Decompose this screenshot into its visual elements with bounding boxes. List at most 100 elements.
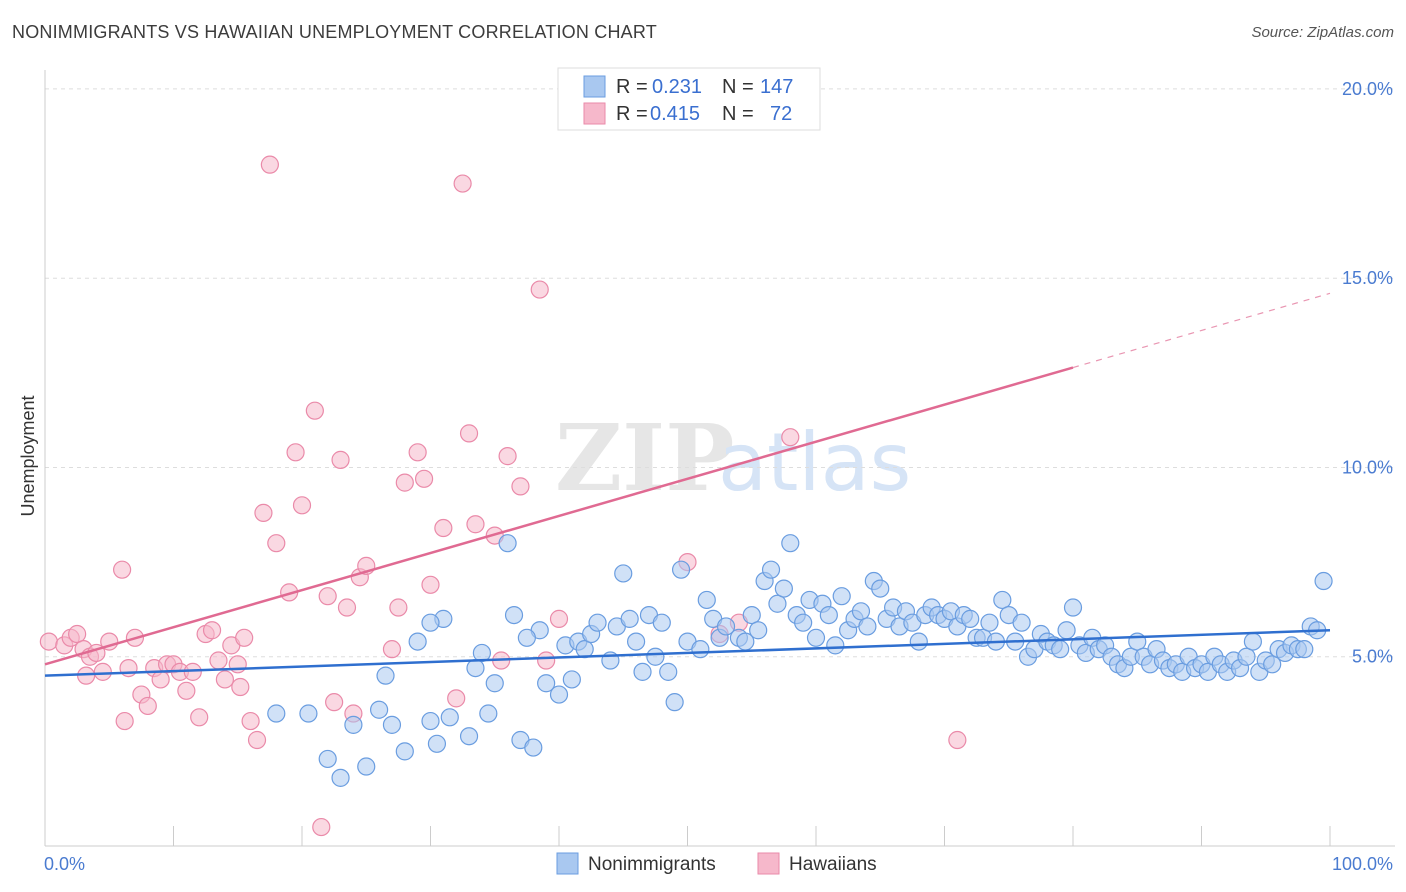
hawaiians-point-62: [511, 477, 530, 496]
nonimmigrants-point-53: [749, 621, 768, 640]
hawaiians-point-40: [312, 817, 331, 837]
nonimmigrants-point-66: [832, 587, 851, 606]
hawaiians-point-27: [215, 670, 234, 689]
nonimmigrants-point-36: [626, 632, 646, 651]
nonimmigrants-point-25: [537, 674, 556, 693]
hawaiians-point-63: [530, 280, 549, 299]
hawaiians-point-70: [948, 730, 967, 750]
bottom-legend-nonimmigrants: Nonimmigrants: [588, 854, 716, 875]
nonimmigrants-point-20: [498, 534, 517, 553]
watermark: ZIP atlas: [555, 404, 911, 512]
hawaiians-point-57: [459, 424, 479, 443]
bottom-legend-hawaiians: Hawaiians: [789, 854, 877, 875]
legend-swatch-hawaiians: [583, 102, 606, 125]
hawaiians-point-31: [241, 711, 260, 731]
nonimmigrants-point-100: [1051, 640, 1070, 659]
series-legend: Nonimmigrants Hawaiians: [556, 852, 877, 875]
x-tick-label-min: 0.0%: [44, 854, 85, 874]
nonimmigrants-point-5: [344, 715, 363, 734]
nonimmigrants-point-138: [1295, 640, 1314, 659]
y-tick-label-1: 5.0%: [1352, 647, 1393, 667]
nonimmigrants-point-6: [357, 757, 376, 776]
hawaiians-point-38: [292, 496, 312, 515]
nonimmigrants-point-21: [504, 605, 524, 625]
nonimmigrants-point-55: [761, 560, 781, 579]
nonimmigrants-point-28: [562, 670, 581, 689]
hawaiians-point-1: [39, 632, 58, 651]
hawaiians-point-61: [498, 447, 517, 466]
hawaiians-point-35: [267, 534, 286, 553]
axes: [44, 70, 1395, 847]
hawaiians-point-39: [305, 401, 324, 420]
hawaiians-point-72: [231, 677, 250, 697]
hawaiians-point-37: [286, 443, 305, 462]
correlation-legend: R = 0.231 N = 147 R = 0.415 N = 72: [557, 67, 821, 131]
hawaiians-point-64: [537, 651, 556, 670]
tick-labels: 5.0% 10.0% 15.0% 20.0% 0.0% 100.0%: [44, 79, 1393, 874]
hawaiians-point-8: [93, 662, 112, 681]
trend-lines: [44, 292, 1331, 677]
nonimmigrants-point-91: [993, 590, 1012, 610]
nonimmigrants-point-2: [299, 704, 318, 723]
nonimmigrants-point-35: [614, 564, 633, 583]
legend-r-value-1: 0.231: [652, 76, 702, 98]
nonimmigrants-point-15: [440, 708, 459, 727]
hawaiians-point-10: [112, 560, 132, 579]
grid: [45, 88, 1395, 658]
nonimmigrants-points: [267, 534, 1333, 787]
nonimmigrants-point-23: [524, 738, 543, 757]
nonimmigrants-point-89: [980, 613, 999, 632]
nonimmigrants-point-42: [665, 693, 684, 712]
nonimmigrants-point-17: [479, 704, 498, 723]
nonimmigrants-point-45: [691, 640, 710, 659]
nonimmigrants-point-9: [382, 715, 402, 734]
nonimmigrants-point-62: [806, 628, 826, 647]
nonimmigrants-point-60: [794, 613, 813, 632]
hawaiians-point-56: [453, 174, 472, 193]
hawaiians-point-42: [325, 693, 344, 712]
bottom-swatch-hawaiians: [757, 852, 780, 875]
nonimmigrants-point-86: [961, 609, 980, 628]
nonimmigrants-point-101: [1057, 621, 1076, 640]
legend-n-label-2: N =: [722, 103, 754, 125]
hawaiians-point-34: [260, 155, 279, 174]
legend-r-value-2: 0.415: [650, 103, 700, 125]
hawaiians-point-48: [382, 640, 402, 659]
x-tick-label-max: 100.0%: [1332, 854, 1393, 874]
nonimmigrants-point-8: [376, 666, 395, 685]
legend-swatch-nonimmigrants: [583, 75, 606, 98]
watermark-atlas: atlas: [718, 416, 911, 509]
nonimmigrants-point-4: [331, 768, 350, 787]
hawaiians-point-11: [115, 711, 134, 731]
nonimmigrants-point-94: [1012, 613, 1031, 632]
y-axis-title: Unemployment: [18, 395, 38, 516]
nonimmigrants-point-12: [421, 711, 440, 731]
hawaiians-point-21: [177, 681, 196, 700]
nonimmigrants-point-102: [1063, 598, 1083, 617]
hawaiians-point-52: [414, 469, 434, 488]
nonimmigrants-point-26: [549, 685, 569, 704]
hawaiians-point-17: [151, 670, 170, 689]
nonimmigrants-point-37: [633, 662, 652, 681]
y-tick-label-3: 15.0%: [1342, 268, 1393, 288]
nonimmigrants-point-49: [716, 617, 736, 636]
nonimmigrants-point-72: [871, 579, 890, 598]
nonimmigrants-point-30: [575, 640, 594, 659]
nonimmigrants-point-133: [1263, 655, 1282, 674]
hawaiians-point-15: [138, 696, 157, 716]
nonimmigrants-point-144: [620, 609, 639, 628]
chart-title: NONIMMIGRANTS VS HAWAIIAN UNEMPLOYMENT C…: [12, 22, 657, 42]
nonimmigrants-point-1: [267, 704, 286, 723]
nonimmigrants-point-141: [1314, 571, 1333, 591]
legend-n-value-1: 147: [760, 76, 793, 98]
nonimmigrants-point-3: [318, 749, 337, 769]
nonimmigrants-point-16: [459, 727, 479, 746]
bottom-swatch-nonimmigrants: [556, 852, 579, 875]
hawaiians-point-65: [549, 609, 569, 628]
hawaiians-point-41: [318, 587, 337, 606]
hawaiians-point-69: [781, 428, 800, 447]
nonimmigrants-point-40: [652, 613, 671, 632]
hawaiians-trend-line: [44, 366, 1074, 666]
legend-n-value-2: 72: [770, 103, 792, 125]
